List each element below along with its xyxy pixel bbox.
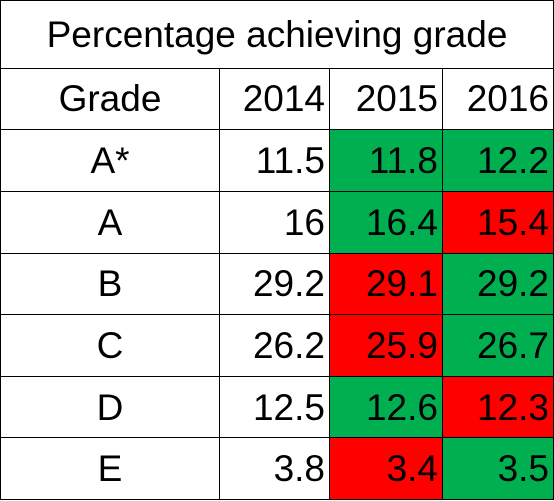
value-cell-2015: 11.8: [329, 129, 443, 192]
header-row: Grade 2014 2015 2016: [0, 67, 554, 131]
grade-cell: D: [0, 375, 220, 439]
value-cell-2015: 25.9: [329, 314, 443, 377]
grade-cell: E: [0, 437, 220, 500]
table-title: Percentage achieving grade: [0, 0, 554, 69]
value-cell-2016: 12.3: [441, 375, 554, 439]
value-cell-2015: 12.6: [329, 375, 443, 439]
value-cell-2015: 16.4: [329, 190, 443, 254]
table-row: D 12.5 12.6 12.3: [0, 375, 554, 439]
table-row: A 16 16.4 15.4: [0, 190, 554, 254]
header-year-2016: 2016: [441, 67, 554, 131]
header-year-2015: 2015: [329, 67, 443, 131]
value-cell-2016: 15.4: [441, 190, 554, 254]
title-row: Percentage achieving grade: [0, 0, 554, 69]
table-row: E 3.8 3.4 3.5: [0, 437, 554, 500]
value-cell-2016: 26.7: [441, 314, 554, 377]
table-row: A* 11.5 11.8 12.2: [0, 129, 554, 192]
value-cell-2014: 11.5: [219, 129, 330, 192]
value-cell-2014: 26.2: [219, 314, 330, 377]
table-row: B 29.2 29.1 29.2: [0, 252, 554, 316]
header-year-2014: 2014: [219, 67, 330, 131]
grade-cell: A: [0, 190, 220, 254]
value-cell-2014: 29.2: [219, 252, 330, 316]
grade-cell: A*: [0, 129, 220, 192]
value-cell-2014: 16: [219, 190, 330, 254]
value-cell-2015: 29.1: [329, 252, 443, 316]
value-cell-2016: 12.2: [441, 129, 554, 192]
grade-cell: B: [0, 252, 220, 316]
value-cell-2016: 29.2: [441, 252, 554, 316]
value-cell-2015: 3.4: [329, 437, 443, 500]
value-cell-2016: 3.5: [441, 437, 554, 500]
grade-cell: C: [0, 314, 220, 377]
header-grade: Grade: [0, 67, 220, 131]
table-row: C 26.2 25.9 26.7: [0, 314, 554, 377]
value-cell-2014: 3.8: [219, 437, 330, 500]
value-cell-2014: 12.5: [219, 375, 330, 439]
